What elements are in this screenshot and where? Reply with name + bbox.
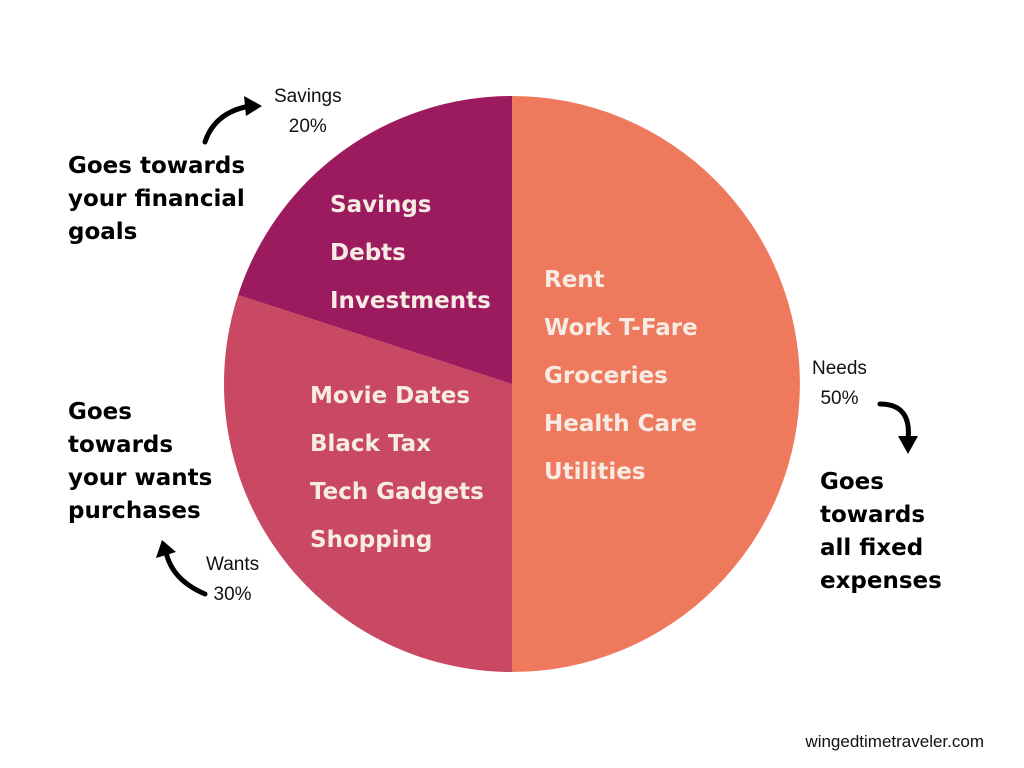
slice-percent: 20% [288,116,327,137]
description-line: Goes towards [68,153,246,179]
slice-percent: 50% [820,388,859,409]
pie-slice-needs [512,96,800,672]
slice-name: Wants [206,554,260,575]
description-line: Goes [820,469,884,495]
curved-arrow-icon [202,96,262,145]
curved-arrow-icon [156,540,208,597]
savings-items: Savings Debts Investments [330,181,491,325]
slice-item: Groceries [544,363,668,389]
description-line: goals [68,219,138,245]
pie-slice-wants [223,295,513,672]
slice-item: Shopping [310,527,433,553]
curved-arrow-icon [877,401,918,454]
slice-item: Savings [330,192,432,218]
slice-item: Tech Gadgets [310,479,484,505]
source-credit: wingedtimetraveler.com [805,732,984,751]
wants-label: Wants 30% [206,550,259,610]
savings-description: Goes towards your financial goals [68,150,245,249]
slice-item: Debts [330,240,406,266]
description-line: Goes [68,399,132,425]
slice-item: Utilities [544,459,646,485]
description-line: towards [68,432,174,458]
description-line: your financial [68,186,245,212]
description-line: all fixed [820,535,924,561]
wants-description: Goes towards your wants purchases [68,396,212,528]
description-line: purchases [68,498,201,524]
slice-percent: 30% [213,584,252,605]
needs-description: Goes towards all fixed expenses [820,466,942,598]
slice-item: Rent [544,267,605,293]
needs-label: Needs 50% [812,354,867,414]
slice-item: Investments [330,288,491,314]
wants-items: Movie Dates Black Tax Tech Gadgets Shopp… [310,372,484,564]
needs-items: Rent Work T-Fare Groceries Health Care U… [544,256,698,496]
slice-item: Health Care [544,411,697,437]
slice-name: Needs [812,358,867,379]
savings-label: Savings 20% [274,82,342,142]
description-line: your wants [68,465,213,491]
slice-item: Work T-Fare [544,315,698,341]
slice-item: Movie Dates [310,383,471,409]
description-line: towards [820,502,926,528]
description-line: expenses [820,568,942,594]
pie-slice-savings [238,96,513,384]
slice-item: Black Tax [310,431,431,457]
slice-name: Savings [274,86,342,107]
